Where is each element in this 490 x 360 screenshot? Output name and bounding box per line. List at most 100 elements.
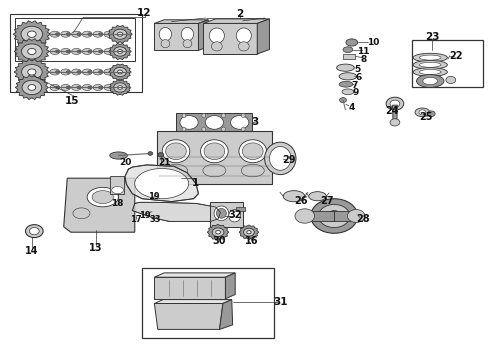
Polygon shape <box>154 273 235 277</box>
Ellipse shape <box>82 69 92 75</box>
Bar <box>15 18 135 61</box>
Polygon shape <box>14 59 49 85</box>
Ellipse shape <box>204 143 225 159</box>
Ellipse shape <box>209 28 224 43</box>
Ellipse shape <box>88 86 92 89</box>
Polygon shape <box>225 273 235 299</box>
Polygon shape <box>392 105 397 122</box>
Ellipse shape <box>77 33 81 36</box>
Ellipse shape <box>98 86 102 89</box>
Ellipse shape <box>77 71 81 73</box>
Ellipse shape <box>327 211 342 221</box>
Ellipse shape <box>72 49 81 54</box>
Ellipse shape <box>104 69 114 75</box>
Text: 3: 3 <box>251 117 258 127</box>
Ellipse shape <box>109 50 113 53</box>
Bar <box>154 277 225 299</box>
Polygon shape <box>154 300 232 303</box>
Ellipse shape <box>242 127 245 131</box>
Ellipse shape <box>109 33 113 36</box>
Ellipse shape <box>82 31 92 37</box>
Ellipse shape <box>28 69 36 75</box>
Text: 19: 19 <box>139 211 151 220</box>
Ellipse shape <box>221 113 225 118</box>
Ellipse shape <box>115 69 124 75</box>
Ellipse shape <box>148 152 153 155</box>
Ellipse shape <box>55 50 59 53</box>
Text: 27: 27 <box>320 196 334 206</box>
Polygon shape <box>109 64 131 80</box>
Ellipse shape <box>114 83 126 92</box>
Ellipse shape <box>203 164 226 177</box>
Ellipse shape <box>419 55 441 60</box>
Ellipse shape <box>93 69 103 75</box>
Ellipse shape <box>87 188 119 207</box>
Text: 20: 20 <box>119 158 131 167</box>
Ellipse shape <box>55 33 59 36</box>
Ellipse shape <box>118 50 122 53</box>
Polygon shape <box>64 178 135 232</box>
Bar <box>343 54 355 59</box>
Ellipse shape <box>61 85 71 90</box>
Text: 19: 19 <box>147 192 159 201</box>
Ellipse shape <box>212 228 224 237</box>
Ellipse shape <box>419 62 441 67</box>
Ellipse shape <box>115 49 124 54</box>
Text: 10: 10 <box>367 38 380 47</box>
Ellipse shape <box>28 49 36 54</box>
Text: 8: 8 <box>361 55 367 64</box>
Ellipse shape <box>118 70 122 74</box>
Ellipse shape <box>61 49 71 54</box>
Polygon shape <box>109 44 131 59</box>
Text: 15: 15 <box>65 96 80 106</box>
Ellipse shape <box>346 39 358 46</box>
Ellipse shape <box>98 33 102 36</box>
Ellipse shape <box>244 228 254 236</box>
Text: 9: 9 <box>352 89 359 98</box>
Ellipse shape <box>423 77 438 85</box>
Ellipse shape <box>66 33 70 36</box>
Bar <box>176 113 252 131</box>
Ellipse shape <box>216 230 220 234</box>
Ellipse shape <box>72 31 81 37</box>
Text: 22: 22 <box>449 51 463 61</box>
Ellipse shape <box>413 53 447 62</box>
Ellipse shape <box>110 152 127 159</box>
Ellipse shape <box>182 113 186 118</box>
Ellipse shape <box>66 86 70 89</box>
Polygon shape <box>207 224 229 240</box>
Ellipse shape <box>115 85 124 90</box>
Ellipse shape <box>231 116 249 129</box>
Ellipse shape <box>93 49 103 54</box>
Ellipse shape <box>337 64 354 71</box>
Ellipse shape <box>109 71 113 73</box>
Ellipse shape <box>339 73 357 80</box>
Text: 2: 2 <box>237 9 244 19</box>
Text: 12: 12 <box>137 8 152 18</box>
Ellipse shape <box>183 40 192 48</box>
Ellipse shape <box>25 225 43 238</box>
Text: 7: 7 <box>351 81 358 90</box>
Ellipse shape <box>283 191 305 202</box>
Polygon shape <box>13 21 50 48</box>
Text: 29: 29 <box>282 155 296 165</box>
Ellipse shape <box>419 110 426 115</box>
Ellipse shape <box>93 85 103 90</box>
Text: 5: 5 <box>355 65 361 74</box>
Text: 26: 26 <box>294 196 308 206</box>
Bar <box>334 211 361 221</box>
Ellipse shape <box>66 71 70 73</box>
Ellipse shape <box>413 60 447 69</box>
Ellipse shape <box>118 86 122 89</box>
Ellipse shape <box>265 142 296 175</box>
Text: 1: 1 <box>192 178 198 188</box>
Text: 25: 25 <box>419 112 433 122</box>
Ellipse shape <box>221 127 225 131</box>
Ellipse shape <box>112 186 123 194</box>
Ellipse shape <box>27 31 36 37</box>
Ellipse shape <box>50 69 60 75</box>
Ellipse shape <box>73 208 90 219</box>
Text: 28: 28 <box>356 214 369 224</box>
Text: 17: 17 <box>130 215 142 224</box>
Ellipse shape <box>165 164 188 177</box>
